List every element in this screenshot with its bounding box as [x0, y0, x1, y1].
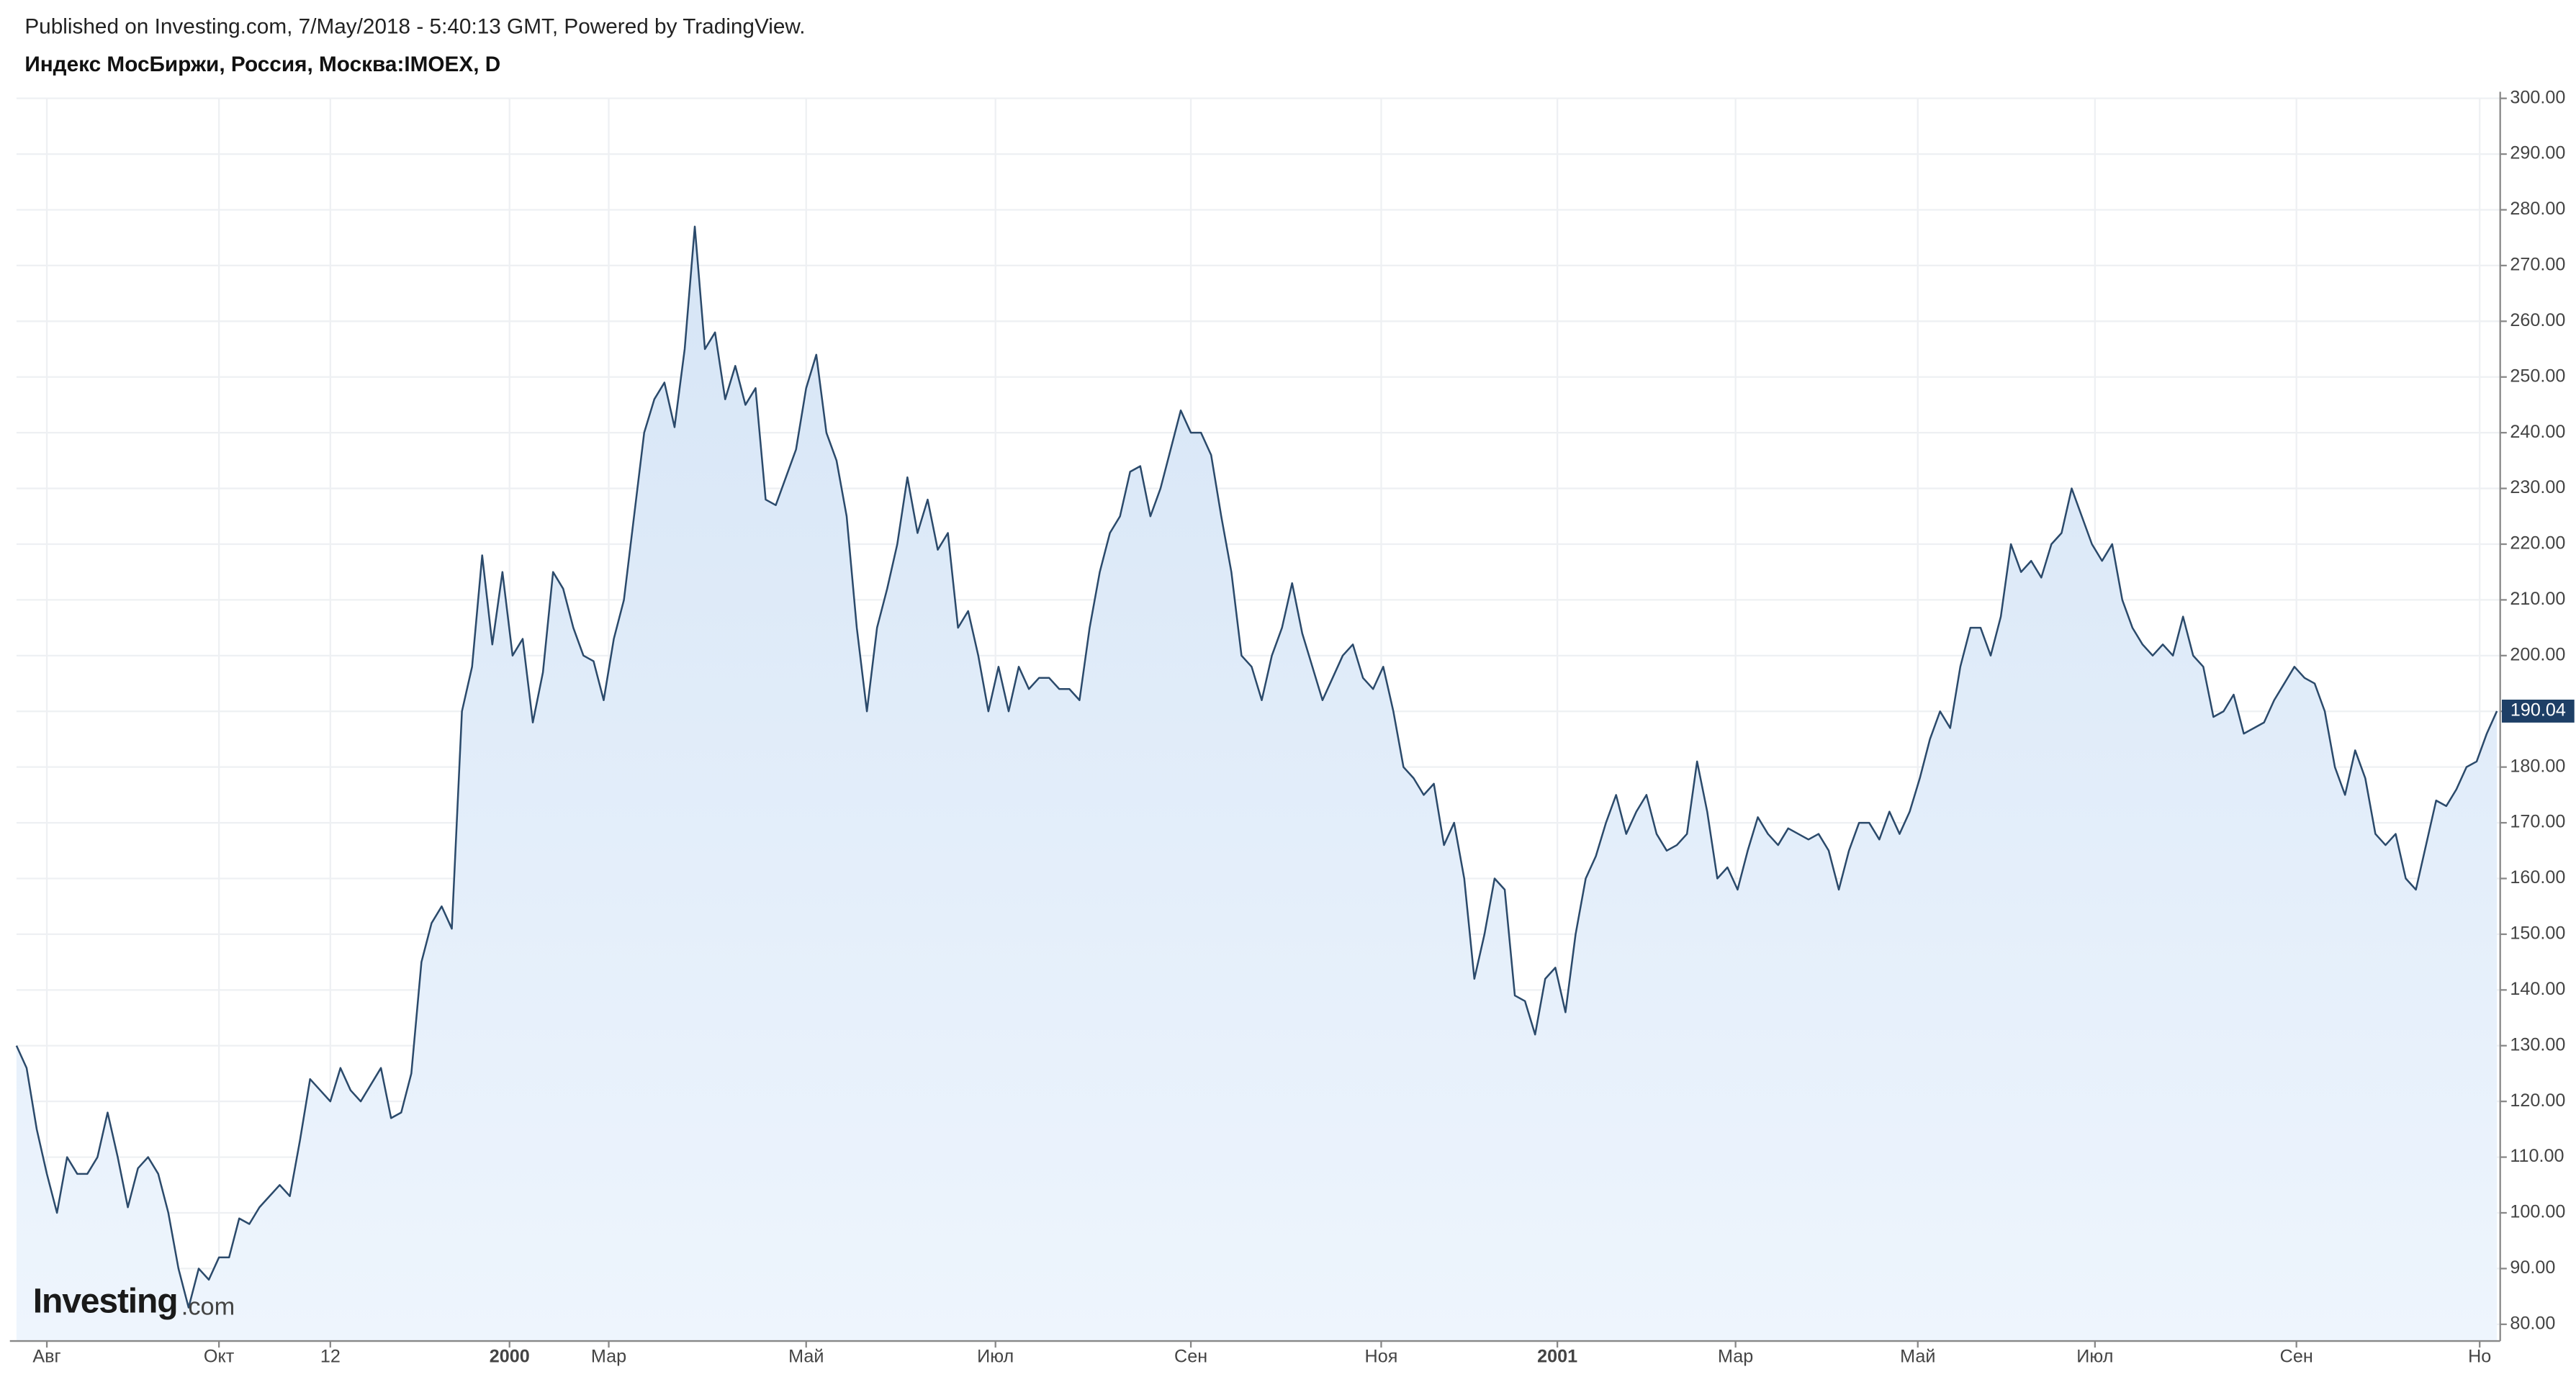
y-tick-label: 90.00 — [2510, 1257, 2555, 1278]
y-tick-label: 270.00 — [2510, 255, 2565, 275]
y-tick-label: 110.00 — [2510, 1146, 2564, 1166]
price-line — [15, 225, 2498, 1309]
area — [16, 226, 2498, 1342]
x-tick-label: Мар — [591, 1347, 626, 1367]
y-tick-label: 160.00 — [2510, 867, 2565, 888]
x-tick-label: 2001 — [1537, 1347, 1577, 1367]
x-tick-label: Июл — [977, 1347, 1014, 1367]
last-value-tag — [2501, 699, 2575, 723]
y-tick-label: 280.00 — [2510, 199, 2565, 219]
x-tick-label: Сен — [1174, 1347, 1207, 1367]
y-tick-label: 100.00 — [2510, 1202, 2565, 1222]
logo-brand: Investing — [33, 1282, 178, 1320]
y-tick-label: 180.00 — [2510, 756, 2565, 776]
y-tick-label: 210.00 — [2510, 589, 2565, 609]
y-tick-label: 80.00 — [2510, 1314, 2555, 1334]
y-tick-label: 300.00 — [2510, 87, 2565, 107]
x-tick-label: Май — [788, 1347, 824, 1367]
y-tick-label: 260.00 — [2510, 310, 2565, 330]
y-tick-label: 230.00 — [2510, 477, 2565, 497]
x-tick-label: Окт — [204, 1347, 235, 1367]
y-tick-label: 130.00 — [2510, 1034, 2565, 1054]
x-tick-label: Авг — [32, 1347, 60, 1367]
logo-suffix: .com — [181, 1293, 235, 1321]
plot — [15, 225, 2498, 1342]
x-tick-label: Июл — [2076, 1347, 2113, 1367]
x-tick-label: Ноя — [1365, 1347, 1398, 1367]
x-tick-label: Сен — [2280, 1347, 2313, 1367]
y-tick-label: 250.00 — [2510, 366, 2565, 386]
x-tick-label: Но — [2468, 1347, 2491, 1367]
x-tick-label: Май — [1900, 1347, 1935, 1367]
y-tick-label: 170.00 — [2510, 812, 2565, 832]
chart-title: Индекс МосБиржи, Россия, Москва:IMOEX, D — [24, 53, 500, 76]
last-value-label: 190.04 — [2510, 700, 2566, 721]
y-tick-label: 290.00 — [2510, 143, 2565, 163]
published-note: Published on Investing.com, 7/May/2018 -… — [24, 15, 805, 39]
x-tick-label: 2000 — [490, 1347, 530, 1367]
y-tick-label: 220.00 — [2510, 533, 2565, 554]
y-tick-label: 150.00 — [2510, 923, 2565, 944]
axes: 80.00 90.00 100.00 110.00 120.00 130.00 140.00… — [9, 87, 2575, 1367]
y-tick-label: 200.00 — [2510, 645, 2565, 665]
y-tick-label: 240.00 — [2510, 422, 2565, 442]
x-tick-label: Мар — [1718, 1347, 1753, 1367]
x-tick-label: 12 — [320, 1347, 341, 1367]
y-tick-label: 140.00 — [2510, 979, 2565, 999]
y-tick-label: 120.00 — [2510, 1090, 2565, 1111]
